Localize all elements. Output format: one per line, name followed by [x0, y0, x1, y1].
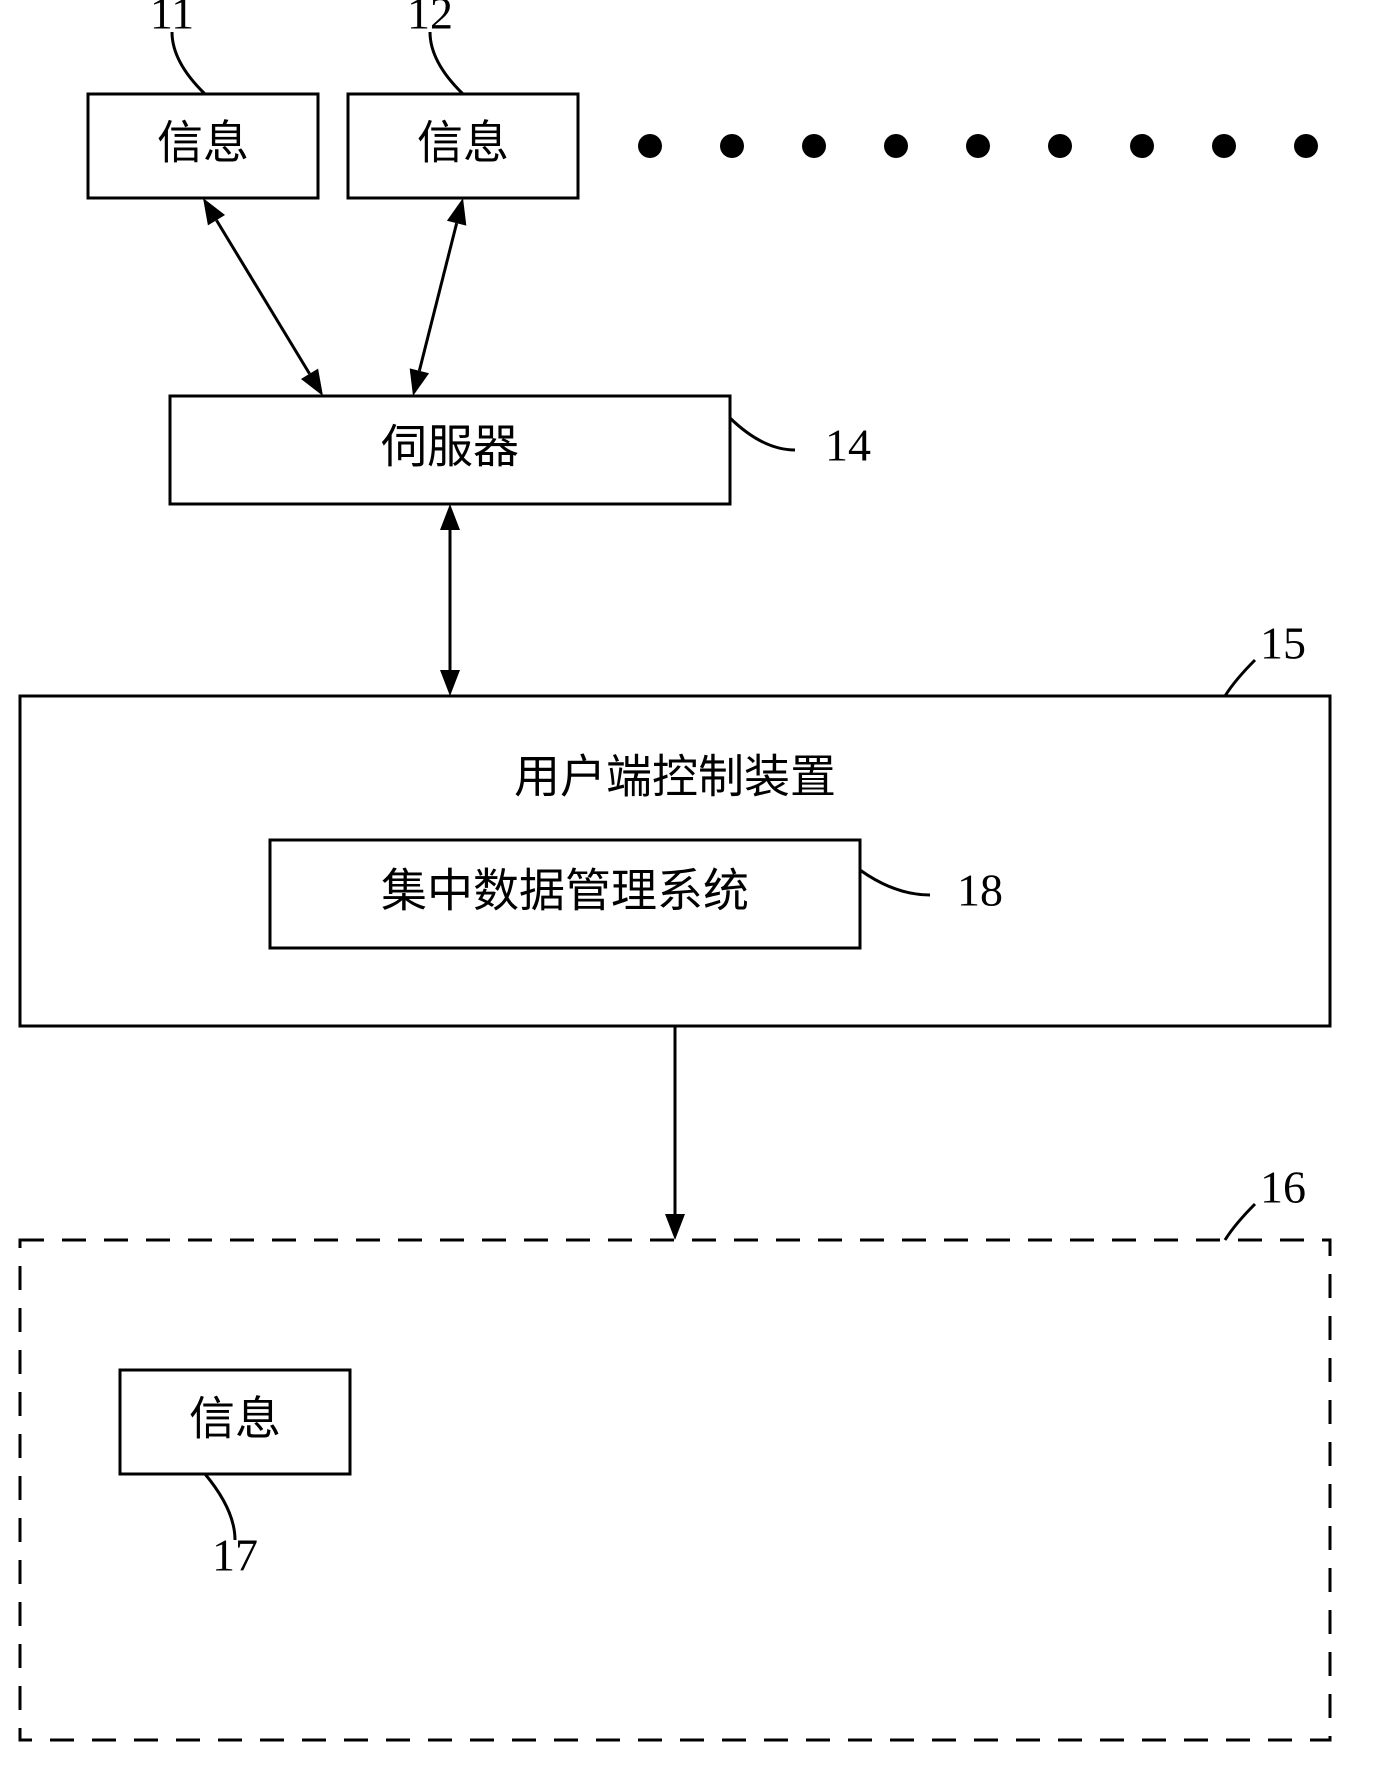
label-n12: 信息: [417, 118, 509, 169]
ellipsis-dot: [720, 134, 744, 158]
lead-line-n11: [172, 32, 205, 94]
lead-line-n15: [1225, 660, 1255, 696]
label-n11: 信息: [157, 118, 249, 169]
node-n12: 信息12: [348, 0, 578, 198]
label-n17: 信息: [189, 1394, 281, 1445]
node-n17: 信息17: [120, 1370, 350, 1581]
edge-1: [419, 223, 456, 371]
edge-line-1: [419, 223, 456, 371]
lead-line-n12: [430, 32, 463, 94]
node-n11: 信息11: [88, 0, 318, 198]
ref-number-n16: 16: [1260, 1162, 1306, 1213]
ellipsis-dot: [638, 134, 662, 158]
label-n15: 用户端控制装置: [514, 752, 836, 803]
edge-0: [216, 220, 309, 374]
ellipsis-dot: [802, 134, 826, 158]
node-n15: 用户端控制装置 15: [20, 618, 1330, 1026]
node-n14: 伺服器 14: [170, 396, 871, 504]
ellipsis-dot: [884, 134, 908, 158]
label-n14: 伺服器: [381, 422, 519, 473]
lead-line-n14: [730, 418, 795, 450]
ellipsis-dot: [1294, 134, 1318, 158]
ellipsis-dot: [1212, 134, 1236, 158]
ellipsis-dot: [1130, 134, 1154, 158]
ref-number-n14: 14: [825, 420, 871, 471]
ellipsis-dot: [966, 134, 990, 158]
ellipsis-dot: [1048, 134, 1072, 158]
label-n18: 集中数据管理系统: [381, 866, 749, 917]
lead-line-n16: [1225, 1204, 1255, 1240]
edge-line-0: [216, 220, 309, 374]
ellipsis-dots: [638, 134, 1318, 158]
ref-number-n18: 18: [957, 865, 1003, 916]
ref-number-n15: 15: [1260, 618, 1306, 669]
